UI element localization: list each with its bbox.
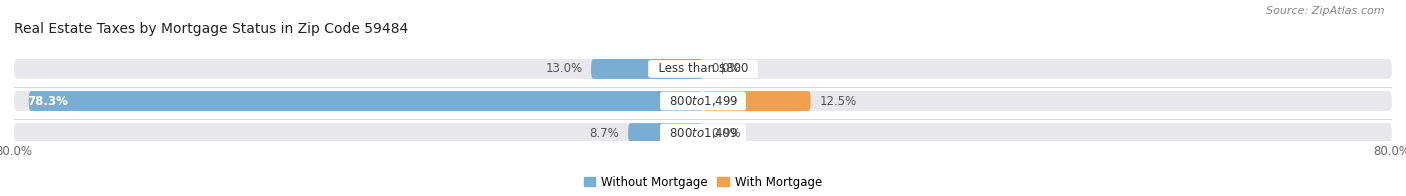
FancyBboxPatch shape [628,123,703,143]
Text: Less than $800: Less than $800 [651,63,755,75]
Legend: Without Mortgage, With Mortgage: Without Mortgage, With Mortgage [579,171,827,193]
FancyBboxPatch shape [14,91,1392,111]
Text: 8.7%: 8.7% [589,127,620,140]
Text: 0.0%: 0.0% [711,63,741,75]
Text: 78.3%: 78.3% [27,94,67,108]
Text: 12.5%: 12.5% [820,94,856,108]
Text: 13.0%: 13.0% [546,63,582,75]
Text: $800 to $1,499: $800 to $1,499 [662,94,744,108]
FancyBboxPatch shape [28,91,703,111]
Text: Real Estate Taxes by Mortgage Status in Zip Code 59484: Real Estate Taxes by Mortgage Status in … [14,22,408,36]
Text: 0.0%: 0.0% [711,127,741,140]
Text: $800 to $1,499: $800 to $1,499 [662,126,744,140]
FancyBboxPatch shape [591,59,703,79]
FancyBboxPatch shape [703,91,811,111]
Text: Source: ZipAtlas.com: Source: ZipAtlas.com [1267,6,1385,16]
FancyBboxPatch shape [14,123,1392,143]
FancyBboxPatch shape [14,59,1392,79]
